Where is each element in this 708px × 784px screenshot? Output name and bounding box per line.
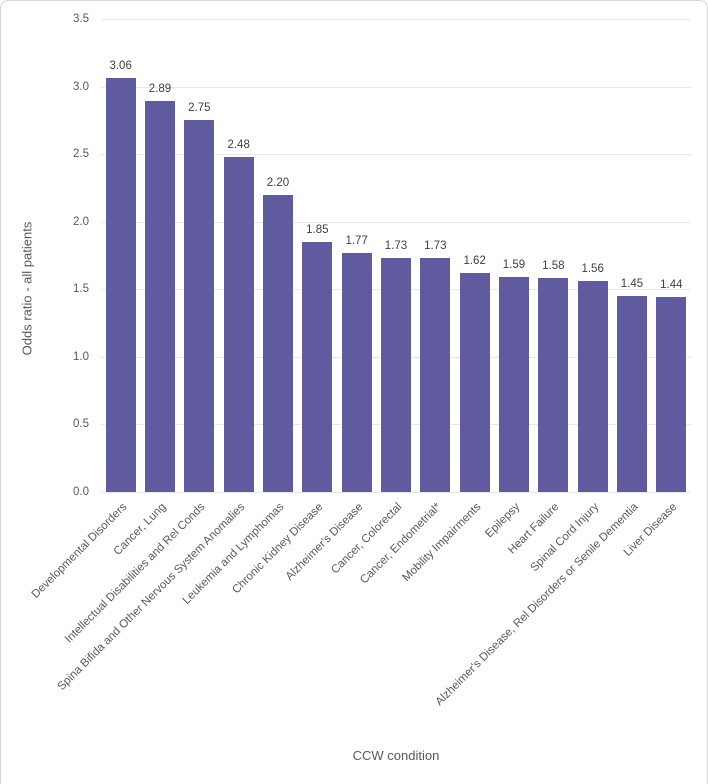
bar-value-label: 1.73: [384, 240, 408, 253]
bar-value-label: 1.59: [502, 259, 526, 272]
y-tick-label: 2.0: [73, 215, 89, 228]
bar-value-label: 2.20: [266, 176, 290, 189]
gridline: [101, 492, 691, 493]
bar-value-label: 2.89: [148, 83, 172, 96]
bar-0: [105, 78, 136, 492]
bar-value-label: 1.44: [660, 279, 683, 292]
y-tick-label: 3.5: [73, 13, 89, 25]
bar-value-label: 1.45: [620, 278, 644, 291]
bar-value-label: 1.85: [306, 223, 329, 236]
x-axis-title: CCW condition: [352, 748, 440, 763]
y-tick-label: 0.0: [73, 486, 89, 498]
bar-9: [459, 273, 490, 492]
y-tick-label: 1.5: [73, 283, 89, 296]
gridline: [101, 86, 691, 88]
bar-13: [617, 296, 647, 492]
y-tick-label: 3.0: [73, 80, 89, 93]
bar-10: [499, 277, 529, 492]
bar-value-label: 1.77: [345, 234, 368, 247]
bar-7: [381, 258, 411, 492]
y-axis-title: Odds ratio - all patients: [19, 221, 35, 356]
bar-11: [538, 278, 569, 492]
bar-14: [656, 297, 687, 492]
bar-4: [263, 194, 293, 492]
bar-value-label: 2.48: [227, 138, 250, 151]
bar-value-label: 3.06: [109, 60, 132, 73]
bar-6: [341, 252, 372, 492]
bar-value-label: 1.56: [581, 263, 604, 276]
bar-3: [223, 156, 254, 492]
bar-2: [184, 120, 215, 492]
gridline: [101, 154, 691, 156]
bar-5: [302, 241, 333, 492]
bar-value-label: 2.75: [188, 102, 211, 115]
bar-value-label: 1.58: [542, 260, 565, 273]
bar-value-label: 1.73: [424, 240, 447, 253]
gridline: [101, 221, 691, 223]
y-tick-label: 2.5: [73, 148, 89, 161]
bar-8: [420, 258, 451, 492]
y-tick-label: 0.5: [73, 418, 89, 431]
bar-1: [145, 101, 175, 492]
bar-12: [577, 281, 608, 492]
bar-value-label: 1.62: [463, 255, 486, 268]
y-tick-label: 1.0: [73, 350, 89, 363]
gridline: [101, 19, 691, 20]
